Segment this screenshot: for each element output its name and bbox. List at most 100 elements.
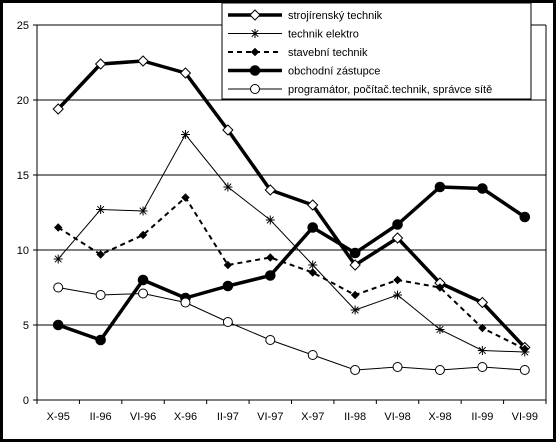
- asterisk-stroke: [251, 29, 259, 38]
- data-point: [393, 275, 402, 285]
- legend-swatch-marker: [250, 84, 260, 94]
- data-point: [266, 253, 275, 262]
- data-point: [393, 290, 403, 300]
- x-tick-label: VI-99: [512, 411, 538, 423]
- data-point: [349, 247, 361, 259]
- legend-swatch-marker: [250, 29, 260, 38]
- asterisk-stroke: [96, 205, 105, 214]
- x-tick-label: II-99: [471, 411, 493, 423]
- data-point: [477, 362, 488, 372]
- data-point: [307, 199, 319, 211]
- series-line: [57, 133, 525, 353]
- data-point: [53, 282, 64, 293]
- y-tick-label: 20: [17, 95, 29, 107]
- series-line: [58, 287, 525, 371]
- legend-item: strojírenský technik: [228, 9, 383, 22]
- data-point: [137, 55, 149, 67]
- data-point: [307, 222, 319, 233]
- asterisk-stroke: [139, 207, 147, 215]
- data-point: [95, 334, 106, 346]
- legend-label: programátor, počítač.technik, správce sí…: [288, 84, 492, 96]
- data-point: [222, 317, 233, 327]
- data-point: [434, 181, 446, 193]
- data-point: [222, 124, 234, 136]
- data-point: [137, 274, 149, 286]
- legend-label: strojírenský technik: [288, 10, 383, 22]
- data-point: [181, 193, 190, 202]
- data-point: [52, 103, 64, 115]
- y-tick-label: 25: [17, 20, 29, 32]
- legend-item: obchodní zástupce: [228, 65, 380, 78]
- y-tick-label: 15: [17, 170, 29, 182]
- data-point: [519, 211, 531, 223]
- data-point: [435, 325, 445, 334]
- data-point: [179, 67, 192, 79]
- x-tick-label: VI-97: [257, 411, 283, 423]
- data-point: [54, 223, 63, 232]
- data-point: [180, 130, 190, 139]
- series-line: [57, 185, 526, 342]
- legend-swatch-marker: [249, 65, 261, 76]
- data-point: [308, 260, 318, 270]
- data-point: [264, 270, 276, 281]
- data-point: [435, 283, 445, 292]
- data-point: [476, 296, 489, 309]
- data-point: [180, 297, 191, 308]
- series-line: [57, 195, 526, 350]
- legend-swatch-marker: [249, 9, 261, 21]
- asterisk-stroke: [266, 216, 274, 224]
- axes: [33, 24, 547, 404]
- x-tick-label: VI-98: [384, 411, 410, 423]
- data-point: [264, 184, 276, 196]
- asterisk-stroke: [224, 183, 232, 191]
- y-tick-label: 5: [23, 320, 29, 332]
- data-point: [392, 219, 403, 230]
- data-point: [223, 260, 233, 270]
- asterisk-stroke: [436, 325, 444, 334]
- data-point: [95, 290, 106, 300]
- data-point: [138, 230, 148, 240]
- x-tick-label: II-96: [90, 411, 112, 423]
- x-tick-label: X-96: [174, 411, 197, 423]
- data-point: [265, 335, 276, 345]
- legend-label: technik elektro: [288, 29, 359, 41]
- data-point: [519, 365, 530, 375]
- data-point: [138, 206, 148, 216]
- x-tick-labels: X-95 II-96 VI-96 X-96 II-97 VI-97 X-97 II-98 VI-…: [47, 411, 538, 423]
- data-point: [307, 350, 318, 360]
- legend: strojírenský technik technik elektro stave…: [221, 2, 532, 100]
- legend-item: stavební technik: [228, 47, 368, 59]
- series-1: [53, 130, 530, 357]
- asterisk-stroke: [351, 306, 359, 314]
- legend-swatch-marker: [250, 47, 260, 57]
- data-point: [350, 290, 360, 300]
- x-tick-label: II-98: [344, 411, 366, 423]
- data-point: [222, 280, 234, 292]
- data-point: [53, 254, 63, 264]
- legend-label: stavební technik: [288, 47, 368, 59]
- series-line: [56, 59, 527, 349]
- data-point: [265, 215, 275, 225]
- x-tick-label: II-97: [217, 411, 239, 423]
- data-point: [391, 232, 404, 244]
- asterisk-stroke: [478, 346, 487, 355]
- data-point: [52, 319, 64, 331]
- data-point: [138, 288, 149, 299]
- asterisk-stroke: [309, 261, 317, 269]
- y-tick-label: 10: [17, 245, 29, 257]
- data-point: [96, 250, 105, 259]
- y-tick-label: 0: [23, 395, 29, 407]
- x-tick-label: X-97: [301, 411, 324, 423]
- asterisk-stroke: [181, 130, 190, 139]
- data-point: [520, 344, 529, 354]
- x-tick-label: X-95: [47, 411, 70, 423]
- data-point: [478, 323, 487, 333]
- data-point: [477, 183, 488, 194]
- data-point: [349, 259, 361, 271]
- data-point: [477, 346, 487, 355]
- data-point: [223, 182, 233, 192]
- data-point: [392, 362, 403, 372]
- series-2: [54, 193, 529, 354]
- series-0: [52, 55, 531, 354]
